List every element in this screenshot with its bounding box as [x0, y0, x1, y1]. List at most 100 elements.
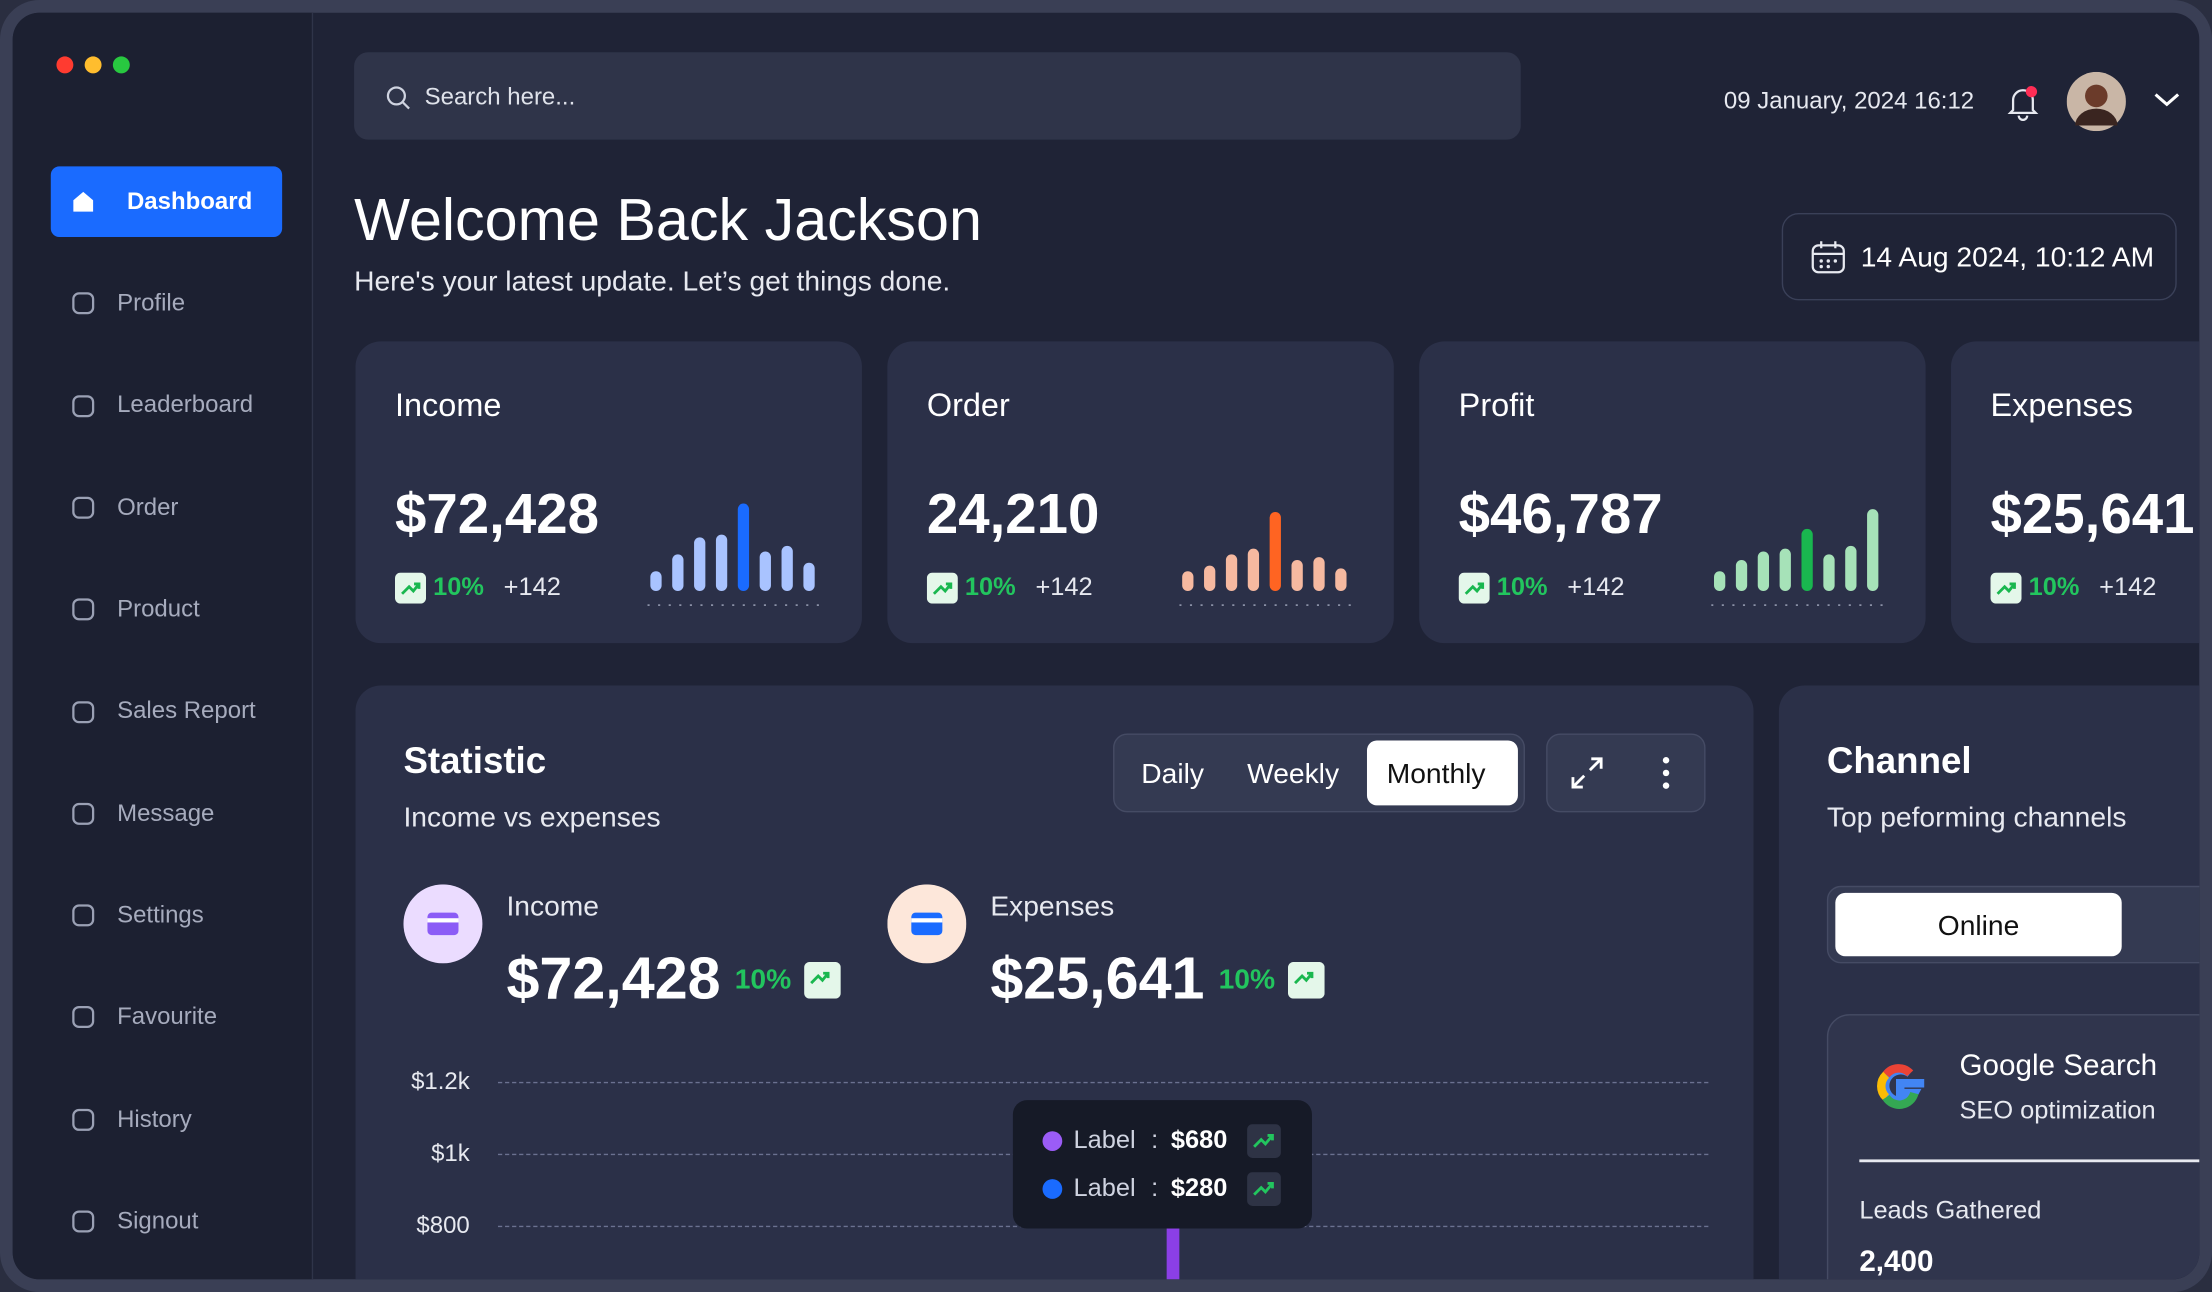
mini-bar-chart [1179, 512, 1358, 606]
mini-bar [1269, 512, 1281, 591]
nav-icon[interactable] [71, 903, 96, 928]
channel-desc: SEO optimization [1959, 1096, 2156, 1125]
tooltip-dot [1042, 1179, 1063, 1199]
mini-bar-chart [1711, 509, 1889, 606]
nav-item[interactable]: Product [117, 595, 200, 623]
trend-icon [1247, 1124, 1281, 1159]
channel-tab-active[interactable] [1835, 892, 2122, 957]
tooltip-value: $280 [1170, 1173, 1228, 1202]
summary-icon [887, 884, 967, 964]
card-delta: +142 [1035, 572, 1093, 602]
card-value: $46,787 [1458, 483, 1663, 546]
stat-card [355, 341, 862, 644]
nav-item[interactable]: Message [117, 799, 215, 826]
nav-icon[interactable] [71, 801, 96, 826]
mini-bar [1714, 571, 1726, 591]
nav-item[interactable]: Signout [117, 1207, 199, 1234]
trend-icon [803, 961, 841, 999]
header-datetime: 09 January, 2024 16:12 [1723, 87, 1975, 114]
trend-icon [926, 572, 958, 604]
mini-bar [759, 551, 771, 591]
card-change: 10% [2028, 572, 2080, 602]
tooltip-value: $680 [1170, 1125, 1228, 1155]
welcome-subtitle: Here's your latest update. Let’s get thi… [354, 266, 951, 298]
search-placeholder: Search here... [424, 82, 576, 110]
nav-icon[interactable] [71, 1005, 96, 1030]
nav-item[interactable]: Leaderboard [117, 391, 254, 419]
nav-icon[interactable] [71, 495, 96, 520]
mini-bar [694, 537, 706, 591]
mini-bar [1335, 568, 1347, 591]
card-title: Income [394, 386, 502, 424]
grid-line [497, 1081, 1709, 1084]
google-icon [1877, 1064, 1925, 1109]
nav-item[interactable]: Order [117, 493, 179, 521]
mini-bar [650, 571, 662, 591]
nav-icon[interactable] [71, 1107, 96, 1132]
tooltip [1012, 1100, 1312, 1229]
card-delta: +142 [503, 572, 561, 602]
mini-bar [1867, 509, 1879, 591]
mini-bar [1779, 548, 1791, 591]
mini-bar [1313, 557, 1325, 591]
trend-icon [394, 572, 427, 604]
nav-icon[interactable] [71, 597, 96, 622]
channel-name: Google Search [1959, 1049, 2158, 1083]
mini-bar [1845, 545, 1857, 591]
card-change: 10% [964, 572, 1016, 602]
mini-bar [1291, 559, 1303, 591]
nav-item[interactable]: Sales Report [117, 697, 256, 724]
summary-label: Income [506, 891, 599, 923]
channel-tab[interactable]: Online [1937, 911, 2020, 943]
tab[interactable]: Weekly [1247, 758, 1340, 790]
expand-icon[interactable] [1567, 753, 1606, 792]
y-tick-label: $1k [431, 1139, 470, 1167]
search-bar[interactable] [354, 52, 1521, 140]
calendar-icon [1811, 241, 1845, 274]
more-icon[interactable] [1655, 753, 1678, 792]
trend-icon [1990, 572, 2022, 604]
channel-item [1826, 1014, 2200, 1280]
tab[interactable]: Daily [1141, 758, 1204, 790]
card-delta: +142 [2099, 572, 2157, 602]
tab[interactable]: Monthly [1386, 758, 1486, 790]
card-value: $25,641 [1990, 483, 2195, 546]
nav-item[interactable]: History [117, 1105, 192, 1132]
nav-icon[interactable] [71, 699, 96, 724]
y-tick-label: $600 [416, 1282, 469, 1292]
mini-bar [672, 554, 684, 591]
mini-bar [1225, 554, 1238, 591]
summary-value: $25,641 [990, 944, 1205, 1012]
trend-icon [1247, 1172, 1281, 1206]
avatar[interactable] [2066, 71, 2126, 132]
mini-bar [803, 562, 815, 591]
nav-item[interactable]: Settings [117, 901, 204, 928]
nav-icon[interactable] [71, 189, 96, 214]
nav-icon[interactable] [71, 291, 96, 316]
metric-value: 2,400 [1859, 1246, 1934, 1279]
y-tick-label: $1.2k [411, 1067, 470, 1095]
mini-bar [1757, 551, 1770, 591]
nav-icon[interactable] [71, 393, 96, 418]
date-box[interactable] [1781, 212, 2177, 301]
dropdown-chevron[interactable] [2153, 90, 2181, 110]
tooltip-separator: : [1151, 1173, 1159, 1202]
nav-item[interactable]: Dashboard [126, 187, 253, 215]
date-text: 14 Aug 2024, 10:12 AM [1860, 242, 2155, 274]
mini-bar [1735, 559, 1748, 591]
channel-title: Channel [1826, 739, 1972, 782]
nav-item[interactable]: Profile [117, 289, 186, 317]
statistic-title: Statistic [403, 739, 547, 782]
summary-label: Expenses [990, 891, 1115, 923]
mini-bar [715, 534, 728, 591]
stat-card [1419, 341, 1926, 644]
summary-icon [403, 884, 483, 964]
mini-bar [1801, 528, 1813, 591]
nav-icon[interactable] [71, 1209, 96, 1234]
statistic-subtitle: Income vs expenses [403, 802, 661, 834]
bell-icon[interactable] [2003, 83, 2042, 122]
divider [1859, 1159, 2200, 1163]
nav-item[interactable]: Favourite [117, 1003, 218, 1030]
